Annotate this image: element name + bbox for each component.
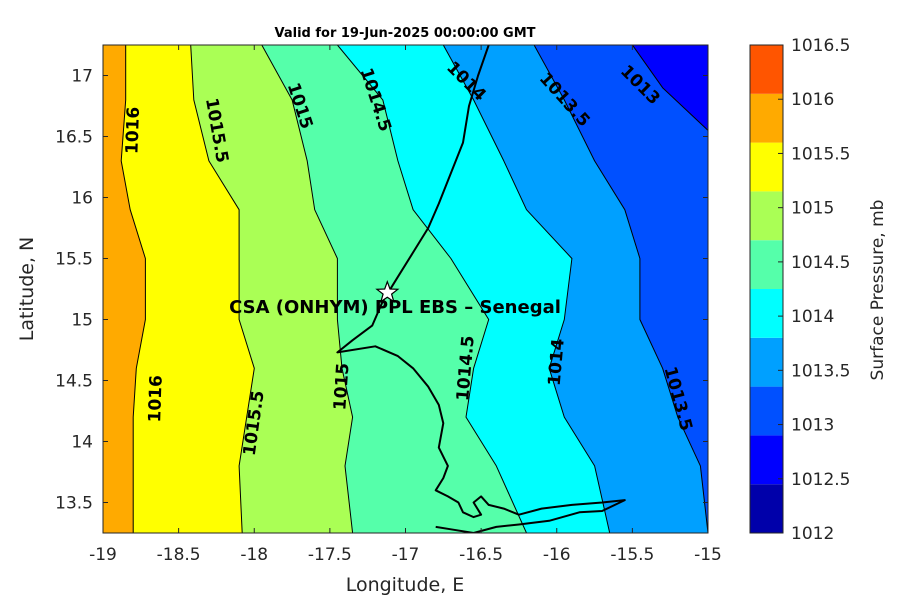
y-tick-label: 16 — [71, 189, 93, 209]
coastline-path — [336, 45, 626, 533]
contour-label: 1016 — [145, 375, 167, 423]
colorbar-segment — [750, 435, 783, 485]
colorbar-segment — [750, 484, 783, 533]
colorbar-tick-label: 1013 — [791, 416, 834, 436]
axis-ticks: -19 -18.5 -18 -17.5 -17 -16.5 -16 -15.5 -1513.51… — [55, 45, 722, 565]
pressure-band-1013.5 — [443, 45, 708, 533]
pressure-band-1012.5 — [632, 45, 708, 131]
colorbar-tick-label: 1013.5 — [791, 361, 850, 381]
colorbar-tick-label: 1012 — [791, 524, 834, 544]
y-tick-label: 13.5 — [55, 494, 93, 514]
x-axis-label: Longitude, E — [346, 574, 465, 596]
pressure-bands — [103, 45, 708, 533]
colorbar-tick-label: 1014 — [791, 307, 834, 327]
pressure-band-1014 — [337, 45, 610, 533]
x-tick-label: -18 — [240, 545, 268, 565]
site-marker — [375, 279, 400, 304]
pressure-band-1015.5 — [121, 45, 255, 533]
map-title: Valid for 19-Jun-2025 00:00:00 GMT — [275, 26, 536, 41]
contour-line-1014 — [442, 45, 611, 533]
colorbar-tick-label: 1015.5 — [791, 144, 850, 164]
x-tick-label: -16 — [543, 545, 571, 565]
colorbar-segment — [750, 142, 783, 192]
colorbar-frame — [749, 44, 784, 534]
colorbar-tick-label: 1014.5 — [791, 253, 850, 273]
contour-label: 1014 — [545, 338, 569, 387]
y-tick-label: 16.5 — [55, 128, 93, 148]
colorbar-segment — [750, 45, 783, 94]
contour-line-1015.5 — [190, 45, 255, 533]
contour-line-1016 — [120, 45, 146, 533]
contour-label: 1016 — [122, 106, 144, 154]
contour-line-1013.5 — [533, 45, 708, 533]
site-label: CSA (ONHYM) PPL EBS – Senegal — [229, 297, 561, 318]
y-axis-label: Latitude, N — [16, 237, 38, 342]
colorbar-segment — [750, 337, 783, 387]
map-plot-area: 101610161015.51015.5101510151014.51014.5… — [55, 44, 722, 565]
contour-lines — [120, 45, 708, 533]
colorbar-tick-label: 1012.5 — [791, 470, 850, 490]
colorbar-segment — [750, 93, 783, 143]
y-tick-label: 15.5 — [55, 250, 93, 270]
x-tick-label: -19 — [89, 545, 117, 565]
contour-line-1013 — [631, 45, 708, 131]
site-star-icon — [375, 279, 400, 304]
pressure-band-1015 — [190, 45, 353, 533]
x-tick-label: -18.5 — [157, 545, 201, 565]
y-tick-label: 14 — [71, 433, 93, 453]
colorbar-segment — [750, 240, 783, 289]
pressure-band-1016 — [103, 45, 146, 533]
x-tick-label: -15 — [694, 545, 722, 565]
colorbar: 1012 1012.5 1013 1013.5 1014 1014.5 1015 1015.5… — [749, 36, 850, 544]
coastline — [336, 45, 626, 533]
y-tick-label: 17 — [71, 67, 93, 87]
contour-line-1015 — [261, 45, 354, 533]
x-tick-label: -16.5 — [459, 545, 503, 565]
contour-line-1014.5 — [337, 45, 527, 533]
colorbar-segment — [750, 191, 783, 241]
colorbar-segment — [750, 289, 783, 338]
x-tick-label: -17.5 — [308, 545, 352, 565]
x-tick-label: -17 — [392, 545, 420, 565]
colorbar-title: Surface Pressure, mb — [868, 200, 888, 381]
y-tick-label: 14.5 — [55, 372, 93, 392]
y-tick-label: 15 — [71, 311, 93, 331]
colorbar-segment — [750, 386, 783, 436]
colorbar-tick-label: 1016.5 — [791, 36, 850, 56]
x-tick-label: -15.5 — [610, 545, 654, 565]
colorbar-tick-label: 1015 — [791, 199, 834, 219]
contour-label: 1015 — [330, 362, 353, 411]
colorbar-tick-label: 1016 — [791, 90, 834, 110]
